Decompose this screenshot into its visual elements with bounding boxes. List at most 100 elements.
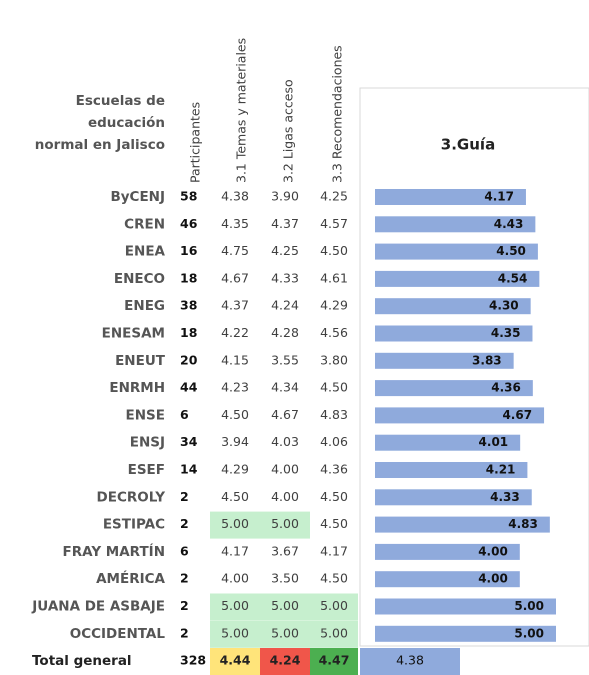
participants: 16 (180, 243, 198, 258)
guia-label: 4.00 (478, 544, 508, 558)
row-name: DECROLY (97, 489, 166, 505)
score: 5.00 (221, 625, 249, 640)
guia-label: 4.43 (494, 217, 524, 231)
score: 4.67 (221, 270, 249, 285)
score: 4.50 (221, 489, 249, 504)
row-name: ByCENJ (110, 189, 165, 205)
score: 4.06 (320, 434, 348, 449)
score: 5.00 (271, 598, 299, 613)
row-name: OCCIDENTAL (70, 626, 166, 642)
participants: 328 (180, 653, 206, 668)
guia-bar (375, 189, 526, 205)
participants: 6 (180, 543, 189, 558)
participants: 20 (180, 352, 198, 367)
score: 3.67 (271, 543, 299, 558)
score: 4.67 (271, 407, 299, 422)
guia-bar (375, 434, 521, 451)
row-name: ESEF (128, 462, 165, 478)
row-name: CREN (124, 216, 165, 232)
guia-bar (375, 489, 532, 506)
row-name: ENESAM (102, 326, 165, 342)
guia-label: 5.00 (514, 599, 544, 613)
score: 5.00 (271, 516, 299, 531)
row-name: FRAY MARTÍN (63, 543, 165, 560)
cell-fill (210, 648, 260, 675)
score: 4.50 (320, 380, 348, 395)
score: 5.00 (320, 598, 348, 613)
score: 4.00 (271, 462, 299, 477)
guia-label: 4.01 (479, 435, 509, 449)
guia-label: 4.33 (490, 490, 520, 504)
participants: 2 (180, 571, 189, 586)
row-name: ENECO (114, 271, 165, 287)
cell-fill (210, 620, 260, 648)
score: 3.55 (271, 352, 299, 367)
header-title: educación (88, 115, 165, 131)
score: 4.22 (221, 325, 249, 340)
score: 5.00 (320, 625, 348, 640)
score: 4.29 (221, 462, 249, 477)
guia-bar (375, 243, 538, 260)
score: 4.15 (221, 352, 249, 367)
cell-fill (260, 648, 310, 675)
column-header: 3.1 Temas y materiales (234, 38, 249, 183)
score: 4.56 (320, 325, 348, 340)
row-name: ENRMH (109, 380, 165, 396)
score: 4.44 (220, 653, 251, 668)
score: 4.50 (320, 571, 348, 586)
row-name: ENEUT (115, 353, 166, 369)
cell-fill (260, 511, 310, 539)
score: 4.25 (271, 243, 299, 258)
score: 4.03 (271, 434, 299, 449)
score: 4.23 (221, 380, 249, 395)
guia-label: 4.30 (489, 299, 519, 313)
score: 3.90 (271, 189, 299, 204)
row-name: AMÉRICA (96, 570, 165, 587)
score: 4.37 (271, 216, 299, 231)
header-title: Escuelas de (76, 93, 165, 109)
score: 4.29 (320, 298, 348, 313)
score: 4.17 (320, 543, 348, 558)
score: 4.24 (270, 653, 301, 668)
guia-bar (375, 571, 520, 588)
guia-label: 4.35 (491, 326, 521, 340)
guia-bar (375, 625, 556, 642)
score: 4.17 (221, 543, 249, 558)
score: 4.35 (221, 216, 249, 231)
score: 4.47 (319, 653, 350, 668)
guia-label: 4.54 (498, 271, 528, 285)
score: 4.57 (320, 216, 348, 231)
guia-bar (375, 298, 531, 315)
participants: 38 (180, 298, 197, 313)
participants: 18 (180, 325, 197, 340)
cell-fill (260, 620, 310, 648)
score: 5.00 (271, 625, 299, 640)
score: 4.61 (320, 270, 348, 285)
score: 3.80 (320, 352, 348, 367)
score: 5.00 (221, 598, 249, 613)
guia-label: 4.17 (484, 190, 514, 204)
guia-bar (375, 516, 550, 533)
score: 3.50 (271, 571, 299, 586)
participants: 18 (180, 270, 197, 285)
score: 4.50 (221, 407, 249, 422)
guia-label: 4.21 (486, 463, 516, 477)
participants: 14 (180, 462, 198, 477)
guia-label: 4.83 (508, 517, 538, 531)
cell-fill (210, 511, 260, 539)
guia-label: 3.83 (472, 353, 502, 367)
guia-bar (375, 598, 556, 615)
guia-bar (375, 352, 514, 369)
participants: 2 (180, 625, 189, 640)
guia-bar (375, 543, 520, 560)
row-name: JUANA DE ASBAJE (31, 599, 165, 615)
guia-cell (360, 648, 460, 675)
score: 4.50 (320, 516, 348, 531)
guia-bar (375, 325, 533, 342)
participants: 2 (180, 489, 189, 504)
guia-label: 4.50 (496, 244, 526, 258)
guia-label: 4.67 (502, 408, 532, 422)
participants: 6 (180, 407, 189, 422)
score: 4.34 (271, 380, 299, 395)
